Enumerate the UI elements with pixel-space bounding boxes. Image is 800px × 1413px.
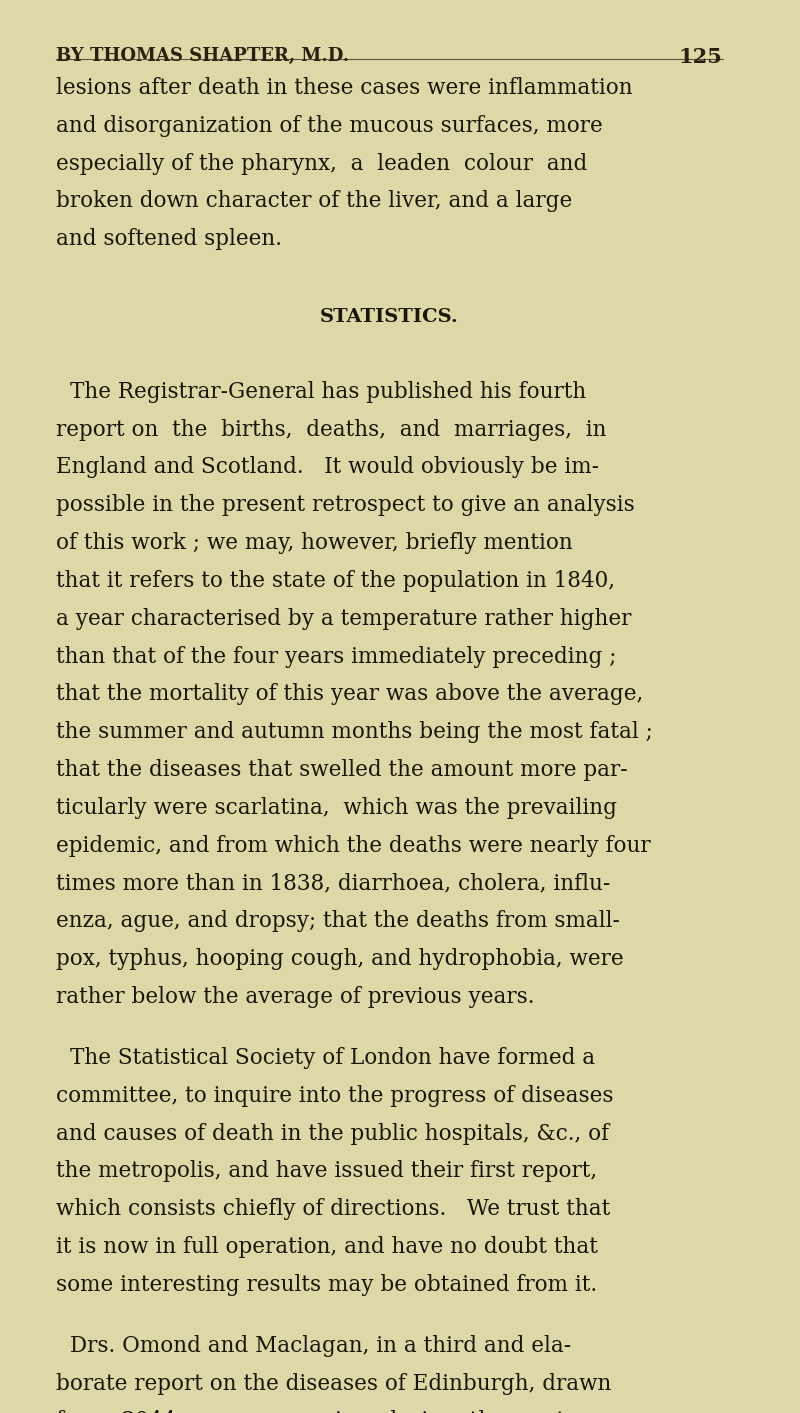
Text: enza, ague, and dropsy; that the deaths from small-: enza, ague, and dropsy; that the deaths … — [56, 910, 620, 933]
Text: STATISTICS.: STATISTICS. — [320, 308, 458, 326]
Text: pox, typhus, hooping cough, and hydrophobia, were: pox, typhus, hooping cough, and hydropho… — [56, 948, 624, 971]
Text: Drs. Omond and Maclagan, in a third and ela-: Drs. Omond and Maclagan, in a third and … — [70, 1335, 571, 1356]
Text: ticularly were scarlatina,  which was the prevailing: ticularly were scarlatina, which was the… — [56, 797, 617, 820]
Text: lesions after death in these cases were inflammation: lesions after death in these cases were … — [56, 76, 633, 99]
Text: borate report on the diseases of Edinburgh, drawn: borate report on the diseases of Edinbur… — [56, 1372, 611, 1395]
Text: than that of the four years immediately preceding ;: than that of the four years immediately … — [56, 646, 617, 667]
Text: broken down character of the liver, and a large: broken down character of the liver, and … — [56, 191, 572, 212]
Text: and causes of death in the public hospitals, &c., of: and causes of death in the public hospit… — [56, 1122, 609, 1145]
Text: the metropolis, and have issued their first report,: the metropolis, and have issued their fi… — [56, 1160, 597, 1183]
Text: The Statistical Society of London have formed a: The Statistical Society of London have f… — [70, 1047, 595, 1068]
Text: which consists chiefly of directions.   We trust that: which consists chiefly of directions. We… — [56, 1198, 610, 1221]
Text: that it refers to the state of the population in 1840,: that it refers to the state of the popul… — [56, 569, 615, 592]
Text: report on  the  births,  deaths,  and  marriages,  in: report on the births, deaths, and marria… — [56, 418, 606, 441]
Text: England and Scotland.   It would obviously be im-: England and Scotland. It would obviously… — [56, 456, 599, 479]
Text: times more than in 1838, diarrhoea, cholera, influ-: times more than in 1838, diarrhoea, chol… — [56, 873, 610, 894]
Text: and disorganization of the mucous surfaces, more: and disorganization of the mucous surfac… — [56, 114, 603, 137]
Text: epidemic, and from which the deaths were nearly four: epidemic, and from which the deaths were… — [56, 835, 650, 856]
Text: some interesting results may be obtained from it.: some interesting results may be obtained… — [56, 1275, 597, 1296]
Text: rather below the average of previous years.: rather below the average of previous yea… — [56, 986, 534, 1007]
Text: a year characterised by a temperature rather higher: a year characterised by a temperature ra… — [56, 608, 631, 630]
Text: especially of the pharynx,  a  leaden  colour  and: especially of the pharynx, a leaden colo… — [56, 153, 587, 175]
Text: from  3044  cases  occurring  during  the  past  year: from 3044 cases occurring during the pas… — [56, 1410, 627, 1413]
Text: The Registrar-General has published his fourth: The Registrar-General has published his … — [70, 382, 586, 403]
Text: that the diseases that swelled the amount more par-: that the diseases that swelled the amoun… — [56, 759, 628, 781]
Text: 125: 125 — [678, 48, 722, 68]
Text: of this work ; we may, however, briefly mention: of this work ; we may, however, briefly … — [56, 533, 573, 554]
Text: that the mortality of this year was above the average,: that the mortality of this year was abov… — [56, 684, 643, 705]
Text: and softened spleen.: and softened spleen. — [56, 229, 282, 250]
Text: it is now in full operation, and have no doubt that: it is now in full operation, and have no… — [56, 1236, 598, 1258]
Text: the summer and autumn months being the most fatal ;: the summer and autumn months being the m… — [56, 721, 653, 743]
Text: committee, to inquire into the progress of diseases: committee, to inquire into the progress … — [56, 1085, 614, 1106]
Text: BY THOMAS SHAPTER, M.D.: BY THOMAS SHAPTER, M.D. — [56, 48, 349, 65]
Text: possible in the present retrospect to give an analysis: possible in the present retrospect to gi… — [56, 495, 635, 516]
